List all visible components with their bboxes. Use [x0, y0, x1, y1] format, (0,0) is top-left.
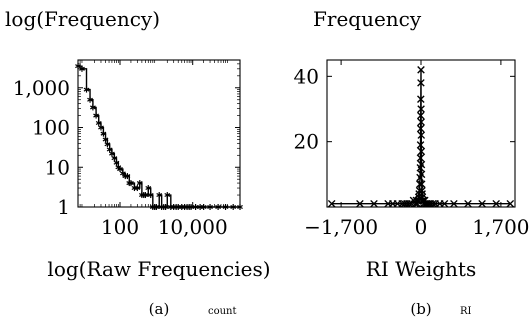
- data-point: [417, 105, 425, 113]
- data-point: [106, 146, 113, 153]
- data-point: [119, 170, 126, 177]
- data-point: [440, 199, 449, 208]
- data-point: [416, 141, 425, 149]
- data-point: [207, 204, 213, 210]
- data-point: [104, 141, 111, 148]
- data-point: [417, 118, 425, 126]
- data-point: [506, 199, 515, 208]
- data-point: [147, 192, 154, 199]
- data-point: [98, 124, 104, 131]
- data-point: [109, 150, 115, 157]
- data-point: [200, 204, 207, 210]
- x-tick-label: 0: [415, 215, 428, 239]
- y-tick-label: 20: [294, 130, 319, 154]
- series-line: [78, 65, 240, 208]
- data-point: [145, 185, 152, 192]
- data-point: [222, 204, 229, 210]
- x-axis-label: log(Raw Frequencies): [47, 257, 270, 281]
- data-point: [356, 199, 364, 208]
- caption-label: (a): [149, 300, 170, 318]
- caption-label: (b): [410, 300, 431, 318]
- x-tick-label: 10,000: [158, 215, 228, 239]
- data-point: [417, 66, 425, 74]
- data-point: [370, 199, 378, 208]
- data-point: [417, 147, 426, 156]
- data-point: [102, 136, 109, 143]
- data-point: [87, 96, 93, 103]
- data-point: [134, 185, 141, 192]
- data-point: [416, 180, 424, 188]
- y-tick-label: 10: [45, 155, 70, 179]
- data-point: [100, 130, 107, 137]
- data-point: [417, 170, 426, 179]
- data-point: [162, 204, 169, 210]
- data-point: [417, 160, 426, 169]
- caption-sub: count: [208, 306, 237, 317]
- y-axis-label: Frequency: [313, 7, 422, 31]
- data-point: [215, 204, 222, 210]
- data-point: [464, 199, 472, 208]
- data-point: [95, 119, 102, 126]
- y-axis-label: log(Frequency): [5, 7, 160, 31]
- y-tick-label: 40: [294, 64, 319, 88]
- data-point: [156, 192, 163, 199]
- data-point: [478, 199, 486, 208]
- y-tick-label: 1,000: [13, 76, 70, 100]
- x-axis-label: RI Weights: [366, 257, 476, 281]
- data-point: [90, 104, 96, 111]
- x-tick-label: −1,700: [304, 215, 378, 239]
- data-point: [416, 154, 425, 162]
- data-point: [93, 112, 99, 119]
- data-point: [117, 166, 123, 173]
- data-point: [83, 86, 90, 93]
- data-point: [417, 95, 425, 103]
- data-point: [128, 180, 134, 187]
- data-point: [79, 65, 85, 72]
- data-point: [237, 204, 243, 210]
- data-point: [111, 155, 118, 162]
- y-tick-label: 100: [32, 116, 70, 140]
- x-tick-label: 1,700: [472, 215, 529, 239]
- chart-panel-b: Frequency 20 40 −1,700 0 1,700 RI Weights (b) RI: [294, 7, 530, 318]
- data-point: [417, 79, 425, 87]
- data-point: [428, 199, 437, 208]
- data-point: [153, 204, 160, 210]
- data-point: [136, 180, 143, 187]
- data-point: [327, 199, 336, 208]
- y-tick-label: 1: [57, 195, 70, 219]
- data-point: [450, 199, 458, 208]
- x-tick-label: 100: [101, 215, 139, 239]
- data-point: [492, 199, 500, 208]
- data-point: [416, 111, 425, 120]
- data-point: [417, 180, 426, 188]
- chart-panel-a: log(Frequency) 1 10 100 1,000 100 10,000 log(Ra…: [5, 7, 271, 318]
- data-point: [164, 192, 171, 199]
- caption-sub: RI: [460, 306, 472, 317]
- data-point: [113, 159, 120, 166]
- data-point: [124, 173, 131, 180]
- data-point: [230, 204, 237, 210]
- data-point: [416, 124, 425, 133]
- data-point: [142, 192, 149, 199]
- data-point: [417, 131, 426, 139]
